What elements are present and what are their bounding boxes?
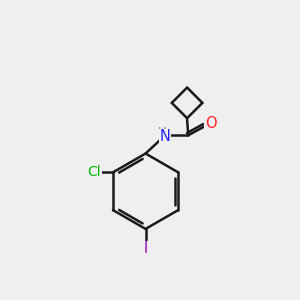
Text: N: N [160,129,171,144]
Text: Cl: Cl [88,165,101,179]
Text: I: I [143,242,148,256]
Text: O: O [205,116,217,131]
Text: H: H [158,126,166,139]
